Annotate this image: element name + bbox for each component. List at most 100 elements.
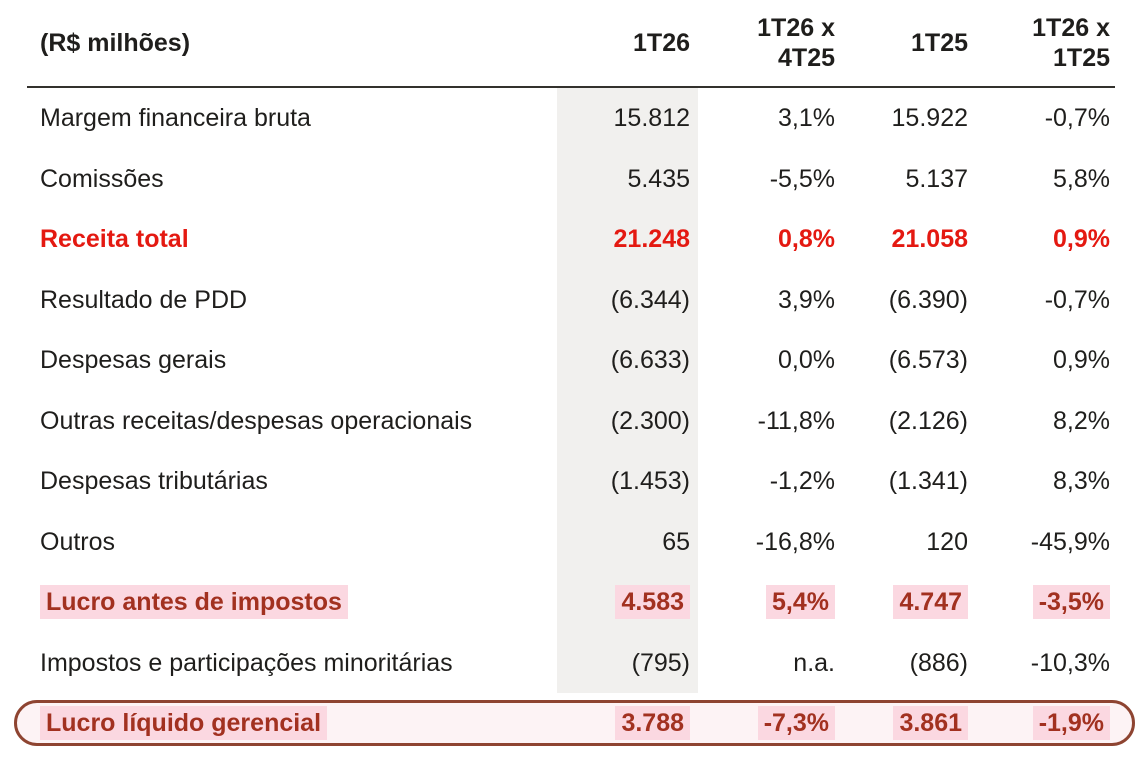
delta-1t26x1t25-cell: -45,9% <box>968 512 1110 573</box>
delta-1t26x1t25: -10,3% <box>1030 648 1110 677</box>
delta-1t26x4t25-cell: -5,5% <box>698 149 835 210</box>
delta-1t26x1t25-cell: 8,3% <box>968 451 1110 512</box>
value-1t25-cell: 5.137 <box>835 149 968 210</box>
delta-1t26x1t25: 8,2% <box>1053 406 1110 435</box>
value-1t26: (1.453) <box>610 467 690 496</box>
unit-label: (R$ milhões) <box>40 29 191 57</box>
row-label-cell: Lucro antes de impostos <box>30 572 557 633</box>
value-1t26-cell: 4.583 <box>557 572 698 633</box>
value-1t26: 3.788 <box>615 706 690 740</box>
delta-1t26x1t25: 8,3% <box>1053 467 1110 496</box>
delta-1t26x4t25-cell: 0,0% <box>698 330 835 391</box>
delta-1t26x1t25-cell: 0,9% <box>968 330 1110 391</box>
table-row-lucro-liquido-gerencial: Lucro líquido gerencial 3.788 -7,3% 3.861 -1… <box>0 693 1148 753</box>
header-label: 1T25 <box>911 29 968 57</box>
delta-1t26x4t25: 0,8% <box>778 225 835 254</box>
table-row-comissoes: Comissões 5.435 -5,5% 5.137 5,8% <box>0 148 1148 210</box>
value-1t25: (6.573) <box>888 346 968 375</box>
value-1t26: 15.812 <box>613 104 690 133</box>
value-1t25-cell: 120 <box>835 512 968 573</box>
value-1t25: (1.341) <box>888 467 968 496</box>
value-1t26-cell: (6.344) <box>557 269 698 330</box>
delta-1t26x4t25: -1,2% <box>769 467 835 496</box>
table-row-impostos-e-participacoes-minoritarias: Impostos e participações minoritárias (79… <box>0 632 1148 694</box>
value-1t26-cell: 15.812 <box>557 88 698 149</box>
header-col-1t26x1t25: 1T26 x 1T25 <box>968 0 1110 86</box>
delta-1t26x4t25: n.a. <box>793 648 835 677</box>
delta-1t26x4t25-cell: n.a. <box>698 633 835 694</box>
delta-1t26x1t25: -45,9% <box>1030 527 1110 556</box>
delta-1t26x4t25: -11,8% <box>757 406 835 435</box>
delta-1t26x4t25-cell: 5,4% <box>698 572 835 633</box>
row-label: Comissões <box>40 164 164 193</box>
delta-1t26x4t25-cell: -16,8% <box>698 512 835 573</box>
value-1t25-cell: (886) <box>835 633 968 694</box>
value-1t26: 65 <box>662 527 690 556</box>
row-label: Outras receitas/despesas operacionais <box>40 406 473 435</box>
value-1t26-cell: 5.435 <box>557 148 698 209</box>
delta-1t26x1t25: -0,7% <box>1044 285 1110 314</box>
delta-1t26x1t25-cell: -10,3% <box>968 633 1110 694</box>
delta-1t26x1t25: 0,9% <box>1053 225 1110 254</box>
row-label-cell: Resultado de PDD <box>30 270 557 331</box>
value-1t26-cell: (6.633) <box>557 330 698 391</box>
value-1t26: (6.633) <box>610 346 690 375</box>
delta-1t26x4t25: -7,3% <box>757 706 835 740</box>
table-row-resultado-de-pdd: Resultado de PDD (6.344) 3,9% (6.390) -0,7% <box>0 269 1148 331</box>
value-1t26-cell: (2.300) <box>557 390 698 451</box>
row-label: Outros <box>40 527 116 556</box>
row-label-cell: Receita total <box>30 209 557 270</box>
row-label-cell: Outras receitas/despesas operacionais <box>30 391 557 452</box>
delta-1t26x4t25: -5,5% <box>769 164 835 193</box>
delta-1t26x1t25-cell: -0,7% <box>968 270 1110 331</box>
value-1t25-cell: (2.126) <box>835 391 968 452</box>
value-1t25: 4.747 <box>893 585 968 620</box>
value-1t26: 21.248 <box>613 225 690 254</box>
row-label-cell: Impostos e participações minoritárias <box>30 633 557 694</box>
value-1t25-cell: 21.058 <box>835 209 968 270</box>
value-1t25: 15.922 <box>891 104 968 133</box>
header-col-1t26x4t25: 1T26 x 4T25 <box>698 0 835 86</box>
value-1t26: (2.300) <box>610 406 690 435</box>
delta-1t26x1t25: 0,9% <box>1053 346 1110 375</box>
delta-1t26x1t25-cell: 5,8% <box>968 149 1110 210</box>
table-row-despesas-tributarias: Despesas tributárias (1.453) -1,2% (1.341) 8… <box>0 451 1148 512</box>
row-label-cell: Margem financeira bruta <box>30 88 557 149</box>
value-1t26-cell: 21.248 <box>557 209 698 270</box>
value-1t25-cell: 4.747 <box>835 572 968 633</box>
delta-1t26x4t25-cell: 3,9% <box>698 270 835 331</box>
row-label-cell: Despesas gerais <box>30 330 557 391</box>
row-label: Impostos e participações minoritárias <box>40 648 453 677</box>
header-label-line2: 4T25 <box>778 44 835 72</box>
delta-1t26x4t25: 3,1% <box>778 104 835 133</box>
value-1t25: 21.058 <box>891 225 968 254</box>
header-col-1t26: 1T26 <box>557 0 698 86</box>
value-1t25: 5.137 <box>905 164 968 193</box>
delta-1t26x1t25: 5,8% <box>1053 164 1110 193</box>
delta-1t26x4t25: 3,9% <box>778 285 835 314</box>
delta-1t26x4t25-cell: 3,1% <box>698 88 835 149</box>
header-label: 1T26 <box>633 29 690 57</box>
value-1t25-cell: (6.390) <box>835 270 968 331</box>
delta-1t26x1t25: -3,5% <box>1032 585 1110 620</box>
value-1t26-cell: 3.788 <box>557 693 698 753</box>
header-divider <box>27 86 1115 88</box>
table-body: Margem financeira bruta 15.812 3,1% 15.922 -… <box>0 88 1148 753</box>
value-1t26: 4.583 <box>615 585 690 620</box>
row-label: Lucro líquido gerencial <box>40 706 328 740</box>
delta-1t26x1t25-cell: 8,2% <box>968 391 1110 452</box>
delta-1t26x4t25-cell: 0,8% <box>698 209 835 270</box>
header-label-line2: 1T25 <box>1053 44 1110 72</box>
value-1t25-cell: 3.861 <box>835 693 968 753</box>
value-1t26: (6.344) <box>610 285 690 314</box>
delta-1t26x4t25: -16,8% <box>755 527 835 556</box>
row-label-cell: Comissões <box>30 149 557 210</box>
value-1t26-cell: (1.453) <box>557 451 698 512</box>
delta-1t26x4t25-cell: -11,8% <box>698 391 835 452</box>
value-1t25: (886) <box>909 648 968 677</box>
delta-1t26x4t25-cell: -7,3% <box>698 693 835 753</box>
delta-1t26x4t25: 0,0% <box>778 346 835 375</box>
value-1t25-cell: 15.922 <box>835 88 968 149</box>
row-label: Resultado de PDD <box>40 285 248 314</box>
